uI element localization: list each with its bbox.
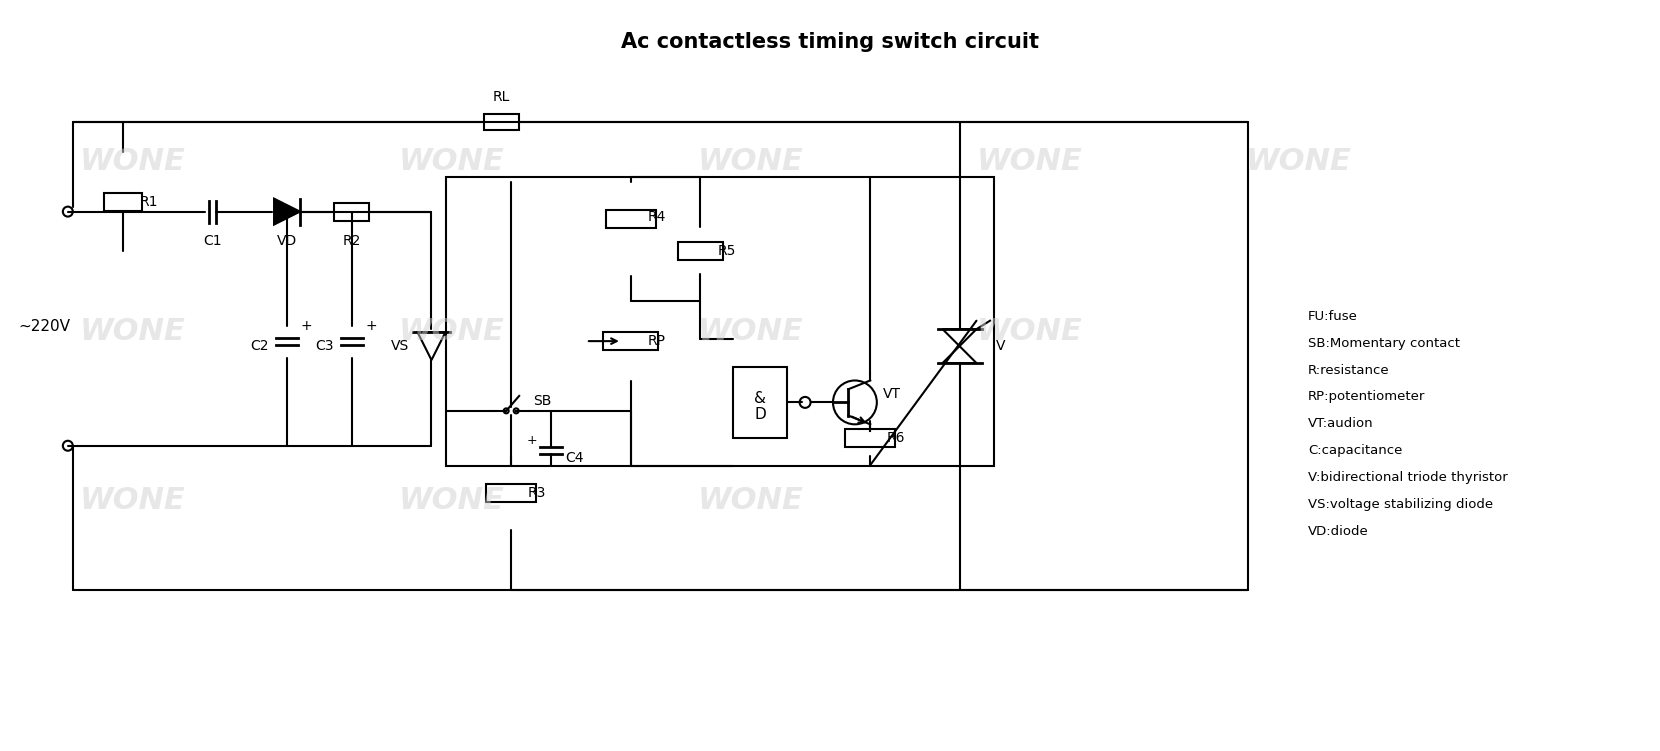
Bar [334,203,369,221]
Text: SB:Momentary contact: SB:Momentary contact [1308,336,1461,350]
Text: D: D [754,407,767,422]
Text: WONE: WONE [398,147,505,176]
Text: SB: SB [533,394,551,408]
Text: ~220V: ~220V [18,318,70,333]
Text: R6: R6 [886,431,905,445]
Bar [734,366,787,439]
Polygon shape [274,199,300,225]
Text: +: + [526,434,538,448]
Text: WONE: WONE [398,486,505,515]
Bar [677,243,722,261]
Text: VS: VS [392,339,410,353]
Text: WONE: WONE [697,317,803,345]
Text: &: & [754,391,767,406]
Text: R3: R3 [528,486,546,500]
Text: WONE: WONE [697,486,803,515]
Bar [845,430,895,448]
Text: C4: C4 [564,451,583,465]
Text: RP:potentiometer: RP:potentiometer [1308,391,1426,403]
Text: R2: R2 [342,234,360,248]
Text: RP: RP [647,334,666,348]
Bar [603,332,657,350]
Text: V: V [996,339,1006,353]
Text: R4: R4 [647,210,666,224]
Bar [103,193,141,210]
Text: VS:voltage stabilizing diode: VS:voltage stabilizing diode [1308,498,1494,511]
Text: VD:diode: VD:diode [1308,525,1370,538]
Text: R5: R5 [717,245,735,258]
Text: V:bidirectional triode thyristor: V:bidirectional triode thyristor [1308,471,1507,484]
Text: FU:fuse: FU:fuse [1308,309,1358,323]
Text: WONE: WONE [976,147,1082,176]
Text: WONE: WONE [398,317,505,345]
Text: VD: VD [277,234,297,248]
Text: WONE: WONE [80,486,186,515]
Text: WONE: WONE [976,317,1082,345]
Text: C2: C2 [251,339,269,353]
Bar [486,484,536,502]
Text: +: + [300,319,312,333]
Text: R:resistance: R:resistance [1308,363,1389,376]
Text: +: + [365,319,377,333]
Text: C:capacitance: C:capacitance [1308,445,1403,457]
Text: R1: R1 [139,195,158,209]
Text: VT:audion: VT:audion [1308,418,1374,430]
Text: C1: C1 [203,234,221,248]
Bar [447,176,994,466]
Text: WONE: WONE [80,147,186,176]
Text: Ac contactless timing switch circuit: Ac contactless timing switch circuit [621,32,1039,53]
Bar [483,114,518,130]
Text: WONE: WONE [1245,147,1351,176]
Text: WONE: WONE [80,317,186,345]
Text: WONE: WONE [697,147,803,176]
Bar [606,210,656,228]
Text: VT: VT [883,388,901,402]
Text: RL: RL [493,90,510,104]
Text: C3: C3 [315,339,334,353]
